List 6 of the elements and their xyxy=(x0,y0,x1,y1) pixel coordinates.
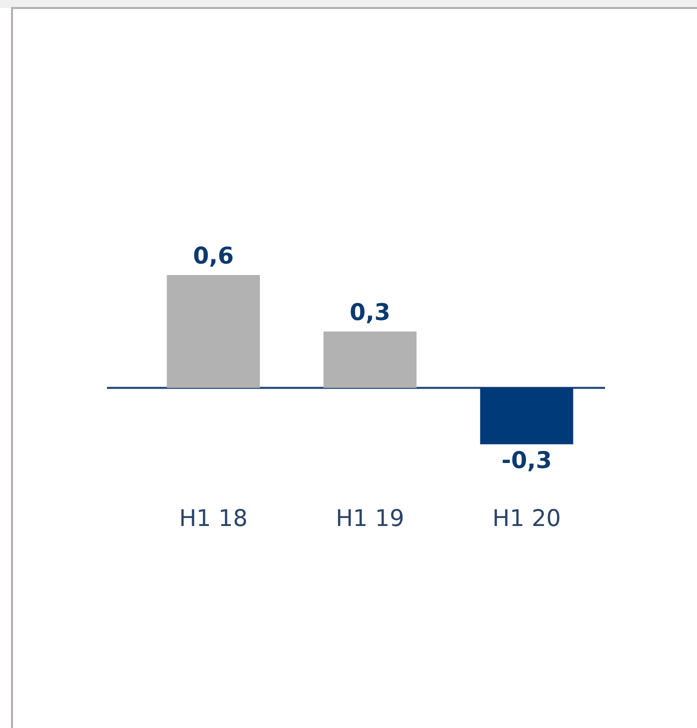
x-tick-label: H1 20 xyxy=(492,506,561,532)
data-label: -0,3 xyxy=(502,448,552,474)
x-tick-label: H1 19 xyxy=(336,506,404,532)
data-label: 0,3 xyxy=(350,300,390,326)
data-label: 0,6 xyxy=(192,243,234,270)
x-tick-label: H1 18 xyxy=(179,506,248,532)
